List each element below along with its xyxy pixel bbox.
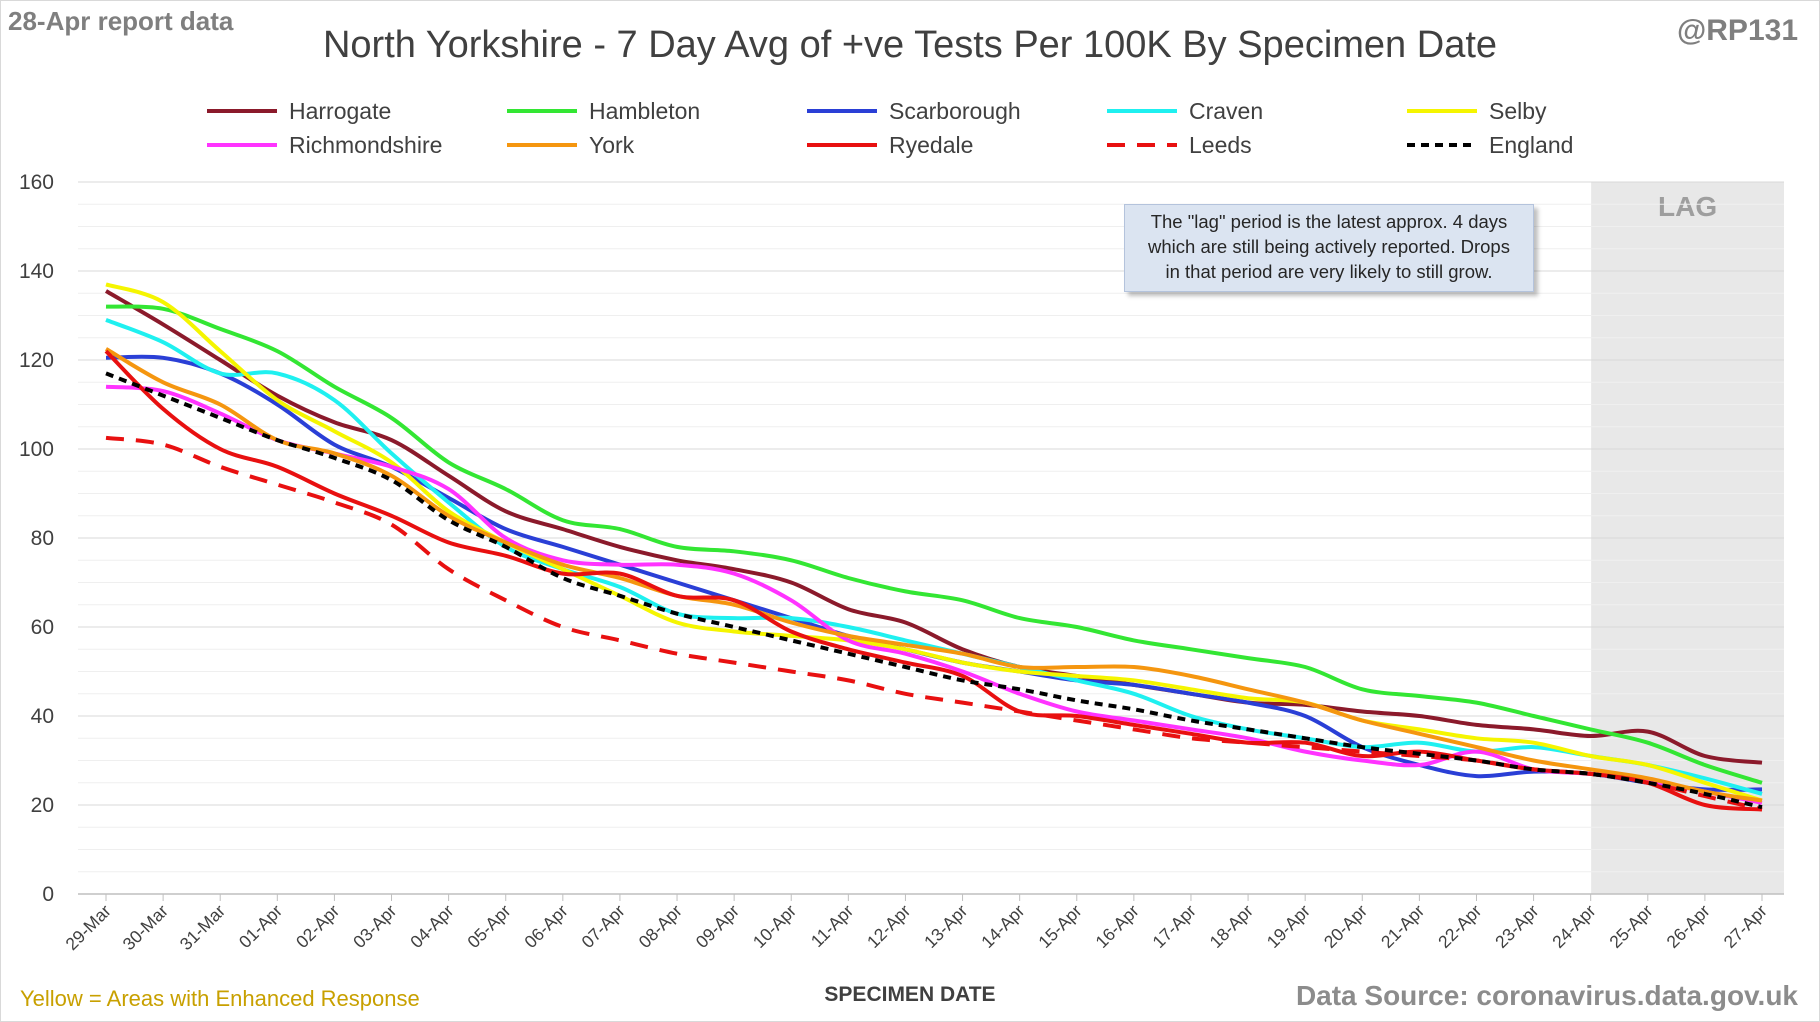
- x-tick-label: 23-Apr: [1491, 901, 1542, 952]
- legend-swatch: [1407, 143, 1477, 147]
- series-line-hambleton: [105, 304, 1763, 785]
- legend-item-england: England: [1405, 130, 1573, 160]
- legend-label: Selby: [1489, 97, 1547, 124]
- x-tick-label: 14-Apr: [977, 901, 1028, 952]
- legend-item-harrogate: Harrogate: [205, 96, 391, 126]
- y-tick-label: 120: [19, 349, 54, 372]
- x-tick-label: 13-Apr: [920, 901, 971, 952]
- series-line-leeds: [105, 435, 1763, 812]
- x-tick-label: 12-Apr: [863, 901, 914, 952]
- y-tick-label: 80: [31, 527, 54, 550]
- legend-swatch: [1107, 143, 1177, 147]
- legend: Harrogate Hambleton Scarborough Craven S…: [205, 96, 1625, 166]
- x-tick-label: 16-Apr: [1091, 901, 1142, 952]
- x-tick-label: 02-Apr: [292, 901, 343, 952]
- x-tick-label: 30-Mar: [119, 901, 172, 954]
- x-tick-label: 25-Apr: [1605, 901, 1656, 952]
- x-tick-label: 31-Mar: [176, 901, 229, 954]
- chart-title: North Yorkshire - 7 Day Avg of +ve Tests…: [322, 24, 1498, 66]
- legend-item-hambleton: Hambleton: [505, 96, 700, 126]
- legend-label: York: [589, 131, 635, 158]
- legend-swatch: [1407, 109, 1477, 113]
- series-line-selby: [105, 282, 1763, 803]
- author-handle: @RP131: [1677, 14, 1798, 47]
- legend-swatch: [507, 109, 577, 113]
- legend-item-selby: Selby: [1405, 96, 1547, 126]
- series-line-craven: [105, 318, 1763, 796]
- series-line-york: [104, 347, 1763, 803]
- x-tick-label: 10-Apr: [749, 901, 800, 952]
- legend-swatch: [507, 143, 577, 147]
- x-tick-label: 18-Apr: [1206, 901, 1257, 952]
- x-tick-label: 05-Apr: [463, 901, 514, 952]
- series-line-scarborough: [105, 354, 1763, 792]
- x-tick-label: 24-Apr: [1548, 901, 1599, 952]
- y-tick-label: 60: [31, 616, 54, 639]
- x-tick-label: 09-Apr: [692, 901, 743, 952]
- x-tick-label: 03-Apr: [349, 901, 400, 952]
- legend-label: Hambleton: [589, 97, 701, 124]
- series-line-harrogate: [104, 289, 1763, 765]
- x-tick-label: 20-Apr: [1320, 901, 1371, 952]
- legend-swatch: [807, 143, 877, 147]
- enhanced-response-note: Yellow = Areas with Enhanced Response: [20, 986, 420, 1011]
- x-axis-title: SPECIMEN DATE: [824, 983, 996, 1006]
- lag-explanation-note: The "lag" period is the latest approx. 4…: [1124, 204, 1534, 292]
- x-tick-label: 04-Apr: [406, 901, 457, 952]
- legend-item-leeds: Leeds: [1105, 130, 1252, 160]
- y-tick-label: 40: [31, 705, 54, 728]
- data-source: Data Source: coronavirus.data.gov.uk: [1295, 980, 1798, 1011]
- x-tick-label: 19-Apr: [1263, 901, 1314, 952]
- lag-label: LAG: [1658, 191, 1717, 222]
- legend-item-craven: Craven: [1105, 96, 1263, 126]
- note-line: which are still being actively reported.…: [1148, 236, 1510, 257]
- legend-swatch: [207, 109, 277, 113]
- legend-label: Leeds: [1189, 131, 1252, 158]
- legend-label: Harrogate: [289, 97, 392, 124]
- legend-item-york: York: [505, 130, 634, 160]
- note-line: The "lag" period is the latest approx. 4…: [1150, 211, 1508, 232]
- x-tick-label: 21-Apr: [1377, 901, 1428, 952]
- legend-item-richmondshire: Richmondshire: [205, 130, 442, 160]
- legend-label: Craven: [1189, 97, 1264, 124]
- legend-item-scarborough: Scarborough: [805, 96, 1021, 126]
- report-date-label: 28-Apr report data: [8, 6, 234, 36]
- x-tick-label: 22-Apr: [1434, 901, 1485, 952]
- y-tick-label: 140: [19, 260, 54, 283]
- x-tick-label: 01-Apr: [235, 901, 286, 952]
- series-line-richmondshire: [105, 384, 1763, 805]
- x-tick-label: 15-Apr: [1034, 901, 1085, 952]
- x-tick-label: 08-Apr: [635, 901, 686, 952]
- legend-swatch: [1107, 109, 1177, 113]
- x-tick-label: 17-Apr: [1149, 901, 1200, 952]
- x-tick-label: 11-Apr: [807, 901, 857, 951]
- legend-label: Scarborough: [889, 97, 1021, 124]
- legend-label: England: [1489, 131, 1574, 158]
- y-tick-label: 0: [42, 883, 54, 906]
- legend-label: Ryedale: [889, 131, 974, 158]
- note-line: in that period are very likely to still …: [1165, 261, 1493, 282]
- legend-label: Richmondshire: [289, 131, 443, 158]
- x-tick-label: 26-Apr: [1662, 901, 1713, 952]
- legend-swatch: [207, 143, 277, 147]
- series-lines: [104, 282, 1763, 812]
- x-tick-label: 07-Apr: [577, 901, 628, 952]
- x-tick-label: 27-Apr: [1720, 901, 1771, 952]
- x-tick-label: 06-Apr: [520, 901, 571, 952]
- legend-swatch: [807, 109, 877, 113]
- y-tick-label: 100: [19, 438, 54, 461]
- x-tick-label: 29-Mar: [61, 901, 114, 954]
- legend-item-ryedale: Ryedale: [805, 130, 973, 160]
- y-tick-label: 160: [19, 171, 54, 194]
- y-tick-label: 20: [31, 794, 54, 817]
